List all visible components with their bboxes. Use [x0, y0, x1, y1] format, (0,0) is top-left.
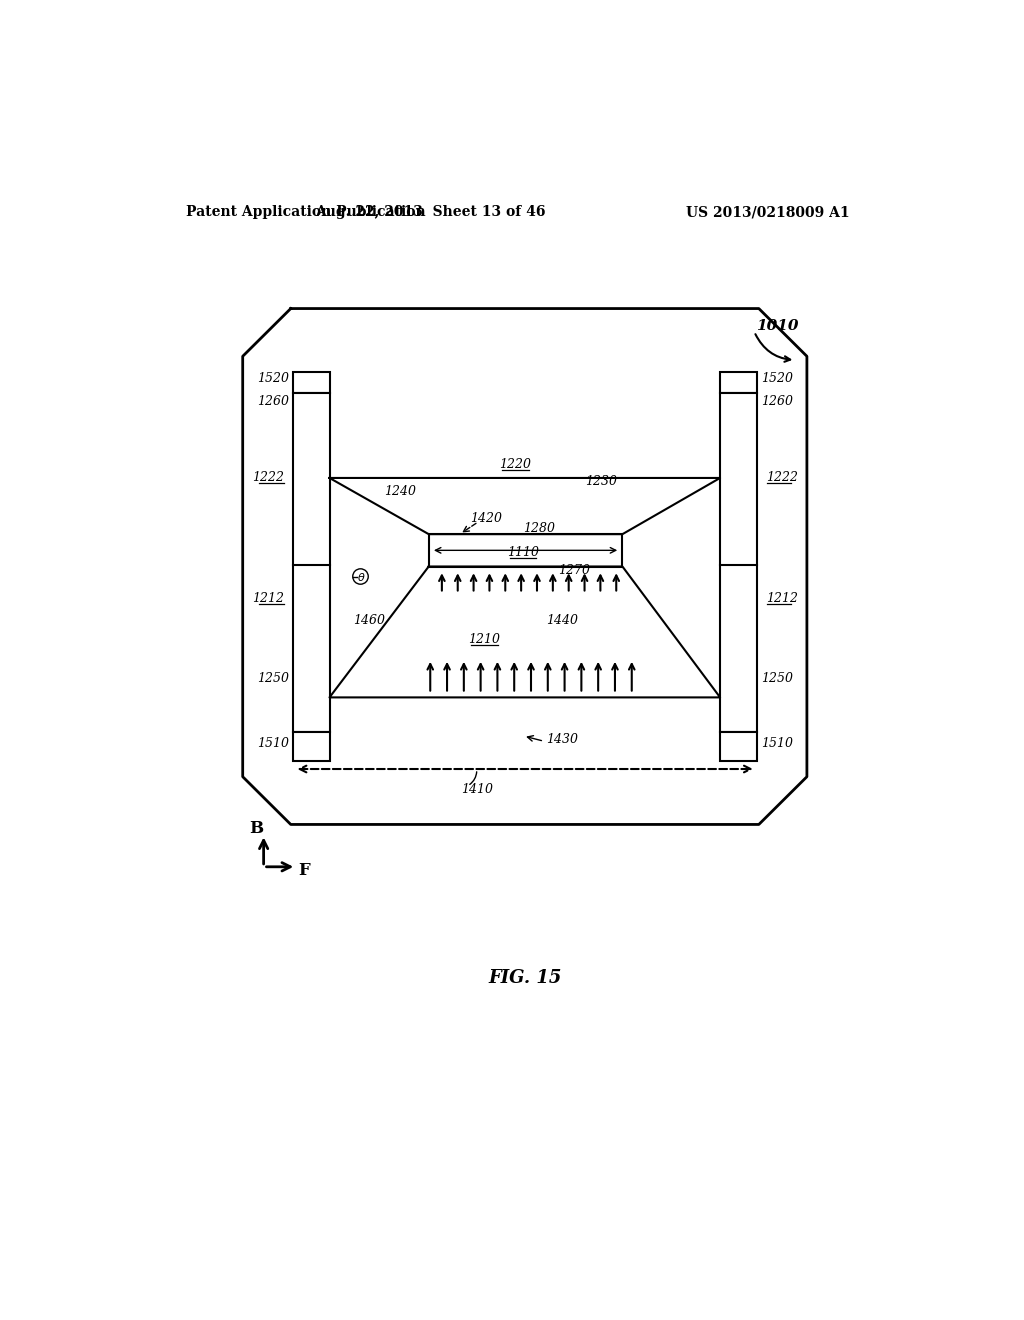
Text: 1460: 1460	[352, 614, 385, 627]
Text: 1420: 1420	[471, 512, 503, 525]
Bar	[293, 393, 330, 733]
Text: 1510: 1510	[257, 737, 289, 750]
Bar	[293, 733, 330, 760]
Bar	[429, 535, 623, 566]
Text: 1220: 1220	[500, 458, 531, 471]
Text: 1222: 1222	[767, 471, 799, 484]
Text: 1212: 1212	[767, 593, 799, 606]
Text: Patent Application Publication: Patent Application Publication	[186, 206, 426, 219]
Bar	[720, 393, 758, 733]
Text: F: F	[298, 862, 310, 879]
Bar	[720, 733, 758, 760]
Text: 1230: 1230	[586, 475, 617, 488]
Text: 1210: 1210	[469, 634, 501, 647]
Text: 1410: 1410	[461, 783, 494, 796]
Text: 1520: 1520	[761, 372, 794, 385]
Text: 1250: 1250	[761, 672, 794, 685]
Text: B: B	[249, 820, 263, 837]
Text: 1430: 1430	[547, 733, 579, 746]
Text: Aug. 22, 2013  Sheet 13 of 46: Aug. 22, 2013 Sheet 13 of 46	[315, 206, 546, 219]
Text: FIG. 15: FIG. 15	[488, 969, 561, 987]
Bar	[720, 372, 758, 393]
Bar	[293, 372, 330, 393]
Text: US 2013/0218009 A1: US 2013/0218009 A1	[686, 206, 850, 219]
Text: 1510: 1510	[761, 737, 794, 750]
Text: 1260: 1260	[257, 395, 289, 408]
Text: 1440: 1440	[547, 614, 579, 627]
Text: 1250: 1250	[257, 672, 289, 685]
Text: 1212: 1212	[252, 593, 284, 606]
Circle shape	[352, 569, 369, 585]
Text: 1110: 1110	[507, 546, 540, 560]
Text: 1010: 1010	[756, 319, 799, 333]
Text: 1270: 1270	[558, 564, 590, 577]
Text: 1280: 1280	[523, 521, 555, 535]
Text: 1222: 1222	[252, 471, 284, 484]
Text: 1240: 1240	[384, 484, 416, 498]
Text: 1520: 1520	[257, 372, 289, 385]
Text: 1260: 1260	[761, 395, 794, 408]
Text: $\theta$: $\theta$	[357, 570, 366, 582]
